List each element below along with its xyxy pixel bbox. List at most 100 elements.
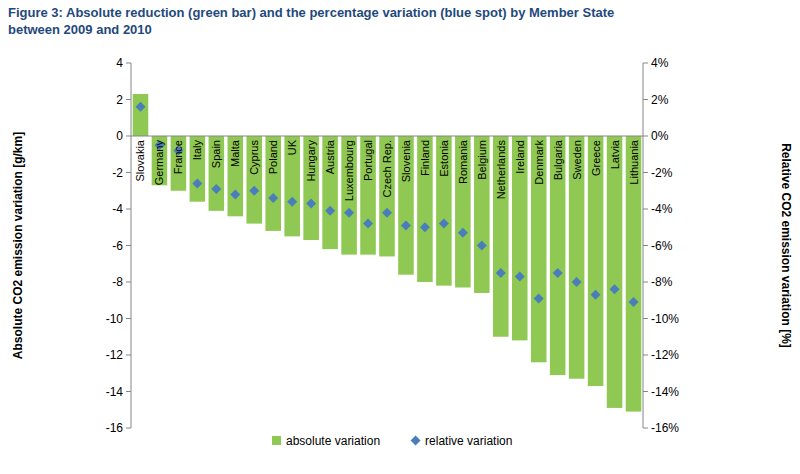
category-label: Netherlands <box>495 140 507 200</box>
y-tick <box>126 355 131 356</box>
bar <box>550 136 566 375</box>
category-label: Bulgaria <box>552 139 564 180</box>
y-tick <box>126 428 131 429</box>
y2-tick-label: -16% <box>651 421 679 435</box>
bar <box>284 136 300 236</box>
point <box>572 277 582 287</box>
y-tick-label: -2 <box>112 166 123 180</box>
y2-tick-label: 4% <box>651 56 669 70</box>
y-tick-label: -4 <box>112 202 123 216</box>
y2-tick-label: -14% <box>651 385 679 399</box>
bar <box>171 136 187 191</box>
bar <box>474 136 490 293</box>
y2-tick <box>643 99 648 100</box>
category-label: Estonia <box>438 139 450 177</box>
bar <box>436 136 452 286</box>
y-tick-label: 2 <box>116 93 123 107</box>
y2-tick <box>643 245 648 246</box>
point <box>534 293 544 303</box>
y-tick-label: -8 <box>112 275 123 289</box>
point <box>496 268 506 278</box>
point <box>344 208 354 218</box>
y-tick-label: -6 <box>112 239 123 253</box>
y-tick-label: -16 <box>106 421 124 435</box>
category-label: Hungary <box>305 140 317 182</box>
category-label: Lithuania <box>628 139 640 185</box>
category-label: Poland <box>267 140 279 174</box>
y2-tick <box>643 355 648 356</box>
category-label: Cyprus <box>248 140 260 175</box>
point <box>420 222 430 232</box>
y2-tick-label: 0% <box>651 129 669 143</box>
point <box>211 184 221 194</box>
category-label: Denmark <box>533 140 545 185</box>
y2-tick <box>643 63 648 64</box>
bar <box>190 136 206 202</box>
y2-tick <box>643 391 648 392</box>
bar <box>379 136 395 256</box>
chart-title: between 2009 and 2010 <box>8 22 152 37</box>
category-label: Italy <box>191 140 203 161</box>
bar <box>588 136 604 386</box>
point <box>591 290 601 300</box>
point <box>268 193 278 203</box>
legend-label: relative variation <box>425 434 512 448</box>
bar <box>607 136 623 408</box>
bar <box>626 136 642 412</box>
point <box>135 102 145 112</box>
y2-tick-label: 2% <box>651 93 669 107</box>
y2-tick <box>643 136 648 137</box>
category-label: France <box>172 140 184 174</box>
y-tick <box>126 391 131 392</box>
point <box>629 297 639 307</box>
point <box>306 199 316 209</box>
category-label: Portugal <box>362 140 374 181</box>
point <box>192 178 202 188</box>
bar <box>265 136 281 231</box>
y-axis-title: Absolute CO2 emission variation [g/km] <box>11 132 25 359</box>
bar <box>209 136 225 211</box>
y2-tick-label: -6% <box>651 239 673 253</box>
bar <box>303 136 319 240</box>
y-tick <box>126 136 131 137</box>
category-label: Luxembourg <box>343 140 355 201</box>
y2-tick <box>643 428 648 429</box>
y-tick <box>126 99 131 100</box>
bar <box>569 136 585 379</box>
bar <box>512 136 528 340</box>
category-label: Spain <box>210 140 222 168</box>
category-label: Slovenia <box>400 139 412 182</box>
y2-axis-title: Relative CO2 emission variation [%] <box>779 143 793 348</box>
category-label: Malta <box>229 139 241 167</box>
category-label: Greece <box>590 140 602 176</box>
bar <box>228 136 244 216</box>
y-tick <box>126 172 131 173</box>
marks <box>133 94 642 412</box>
bar <box>531 136 547 362</box>
bar <box>417 136 433 282</box>
category-label: Latvia <box>609 139 621 169</box>
y-tick-label: 0 <box>116 129 123 143</box>
point <box>439 219 449 229</box>
y2-tick <box>643 282 648 283</box>
category-label: Finland <box>419 140 431 176</box>
category-label: UK <box>286 139 298 155</box>
y-tick-label: -14 <box>106 385 124 399</box>
bar <box>455 136 471 287</box>
y2-tick-label: -8% <box>651 275 673 289</box>
legend: absolute variationrelative variation <box>272 434 512 448</box>
point <box>477 241 487 251</box>
category-label: Sweden <box>571 140 583 180</box>
bar <box>246 136 262 224</box>
point <box>458 228 468 238</box>
point <box>401 220 411 230</box>
category-label: Austria <box>324 139 336 174</box>
y2-tick-label: -4% <box>651 202 673 216</box>
category-label: Germany <box>153 140 165 186</box>
point <box>249 186 259 196</box>
point <box>610 284 620 294</box>
y-tick <box>126 63 131 64</box>
bar <box>322 136 338 249</box>
point <box>325 206 335 216</box>
point <box>230 189 240 199</box>
